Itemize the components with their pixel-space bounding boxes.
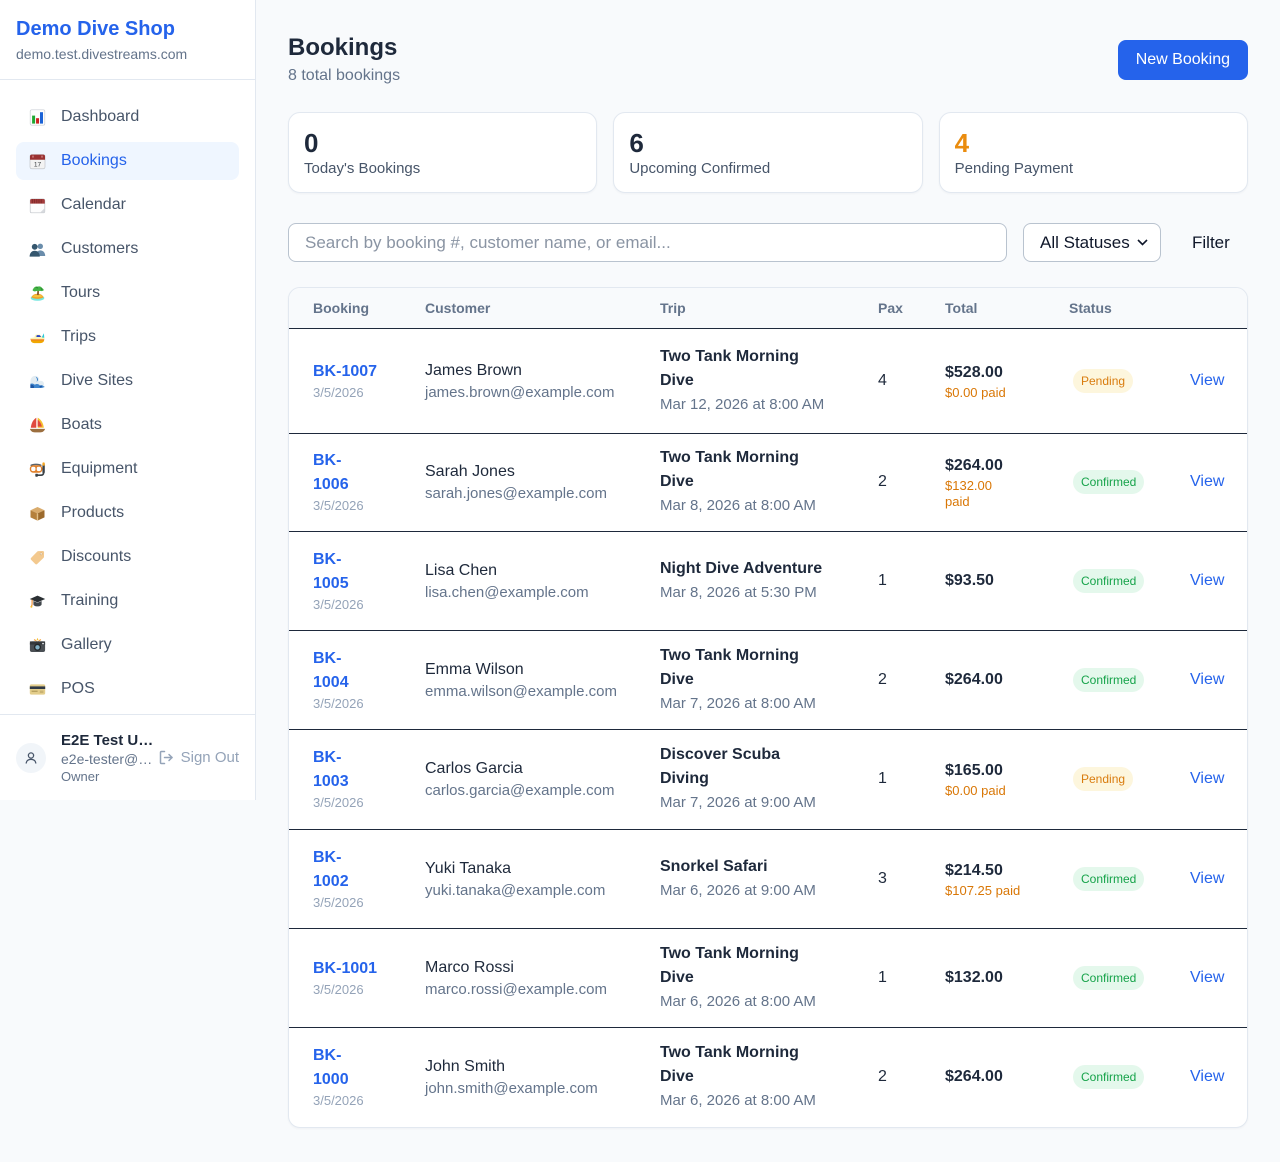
svg-text:17: 17 (34, 161, 42, 168)
